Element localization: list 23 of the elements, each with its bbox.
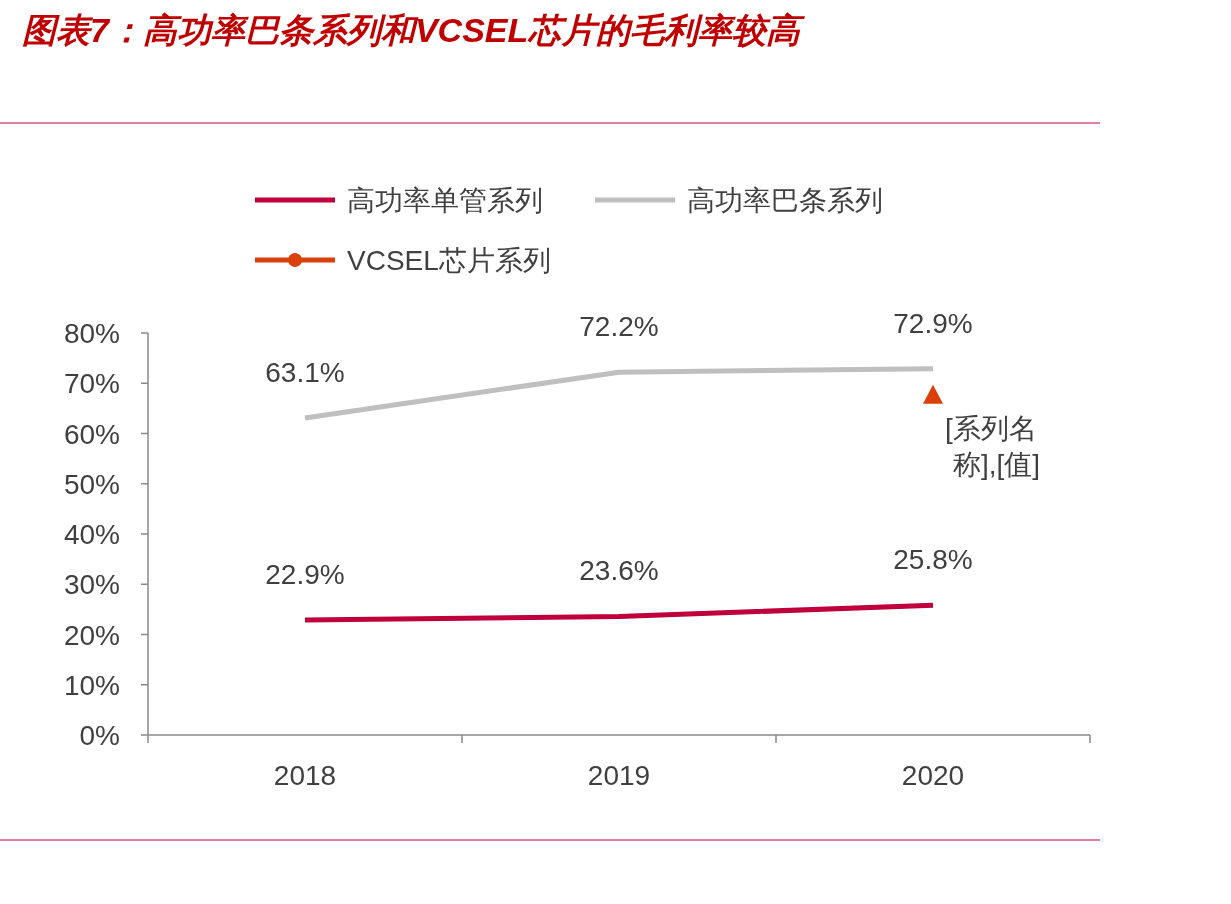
data-label: 72.2%	[579, 311, 659, 343]
data-label: 25.8%	[893, 544, 973, 576]
y-tick-label: 0%	[79, 720, 120, 751]
data-label: 63.1%	[265, 356, 345, 388]
chart-title: 图表7：高功率巴条系列和VCSEL芯片的毛利率较高	[22, 11, 807, 49]
y-tick-label: 40%	[63, 519, 120, 550]
legend-label: VCSEL芯片系列	[347, 245, 551, 276]
x-tick-label: 2018	[273, 760, 337, 791]
y-tick-label: 30%	[63, 569, 120, 601]
x-tick-label: 2020	[901, 760, 965, 791]
data-label: 22.9%	[265, 558, 345, 590]
y-tick-label: 10%	[63, 669, 120, 701]
y-tick-label: 60%	[63, 418, 120, 450]
y-tick-label: 20%	[63, 619, 120, 651]
data-label: 23.6%	[579, 555, 659, 587]
legend-label: 高功率巴条系列	[687, 185, 883, 216]
y-tick-label: 70%	[63, 368, 120, 400]
data-label: 72.9%	[893, 307, 973, 339]
annotation: [系列名称],[值]	[945, 412, 1041, 480]
y-tick-label: 80%	[63, 318, 120, 349]
legend-label: 高功率单管系列	[347, 185, 543, 216]
x-tick-label: 2019	[587, 760, 651, 791]
y-tick-label: 50%	[63, 468, 120, 500]
